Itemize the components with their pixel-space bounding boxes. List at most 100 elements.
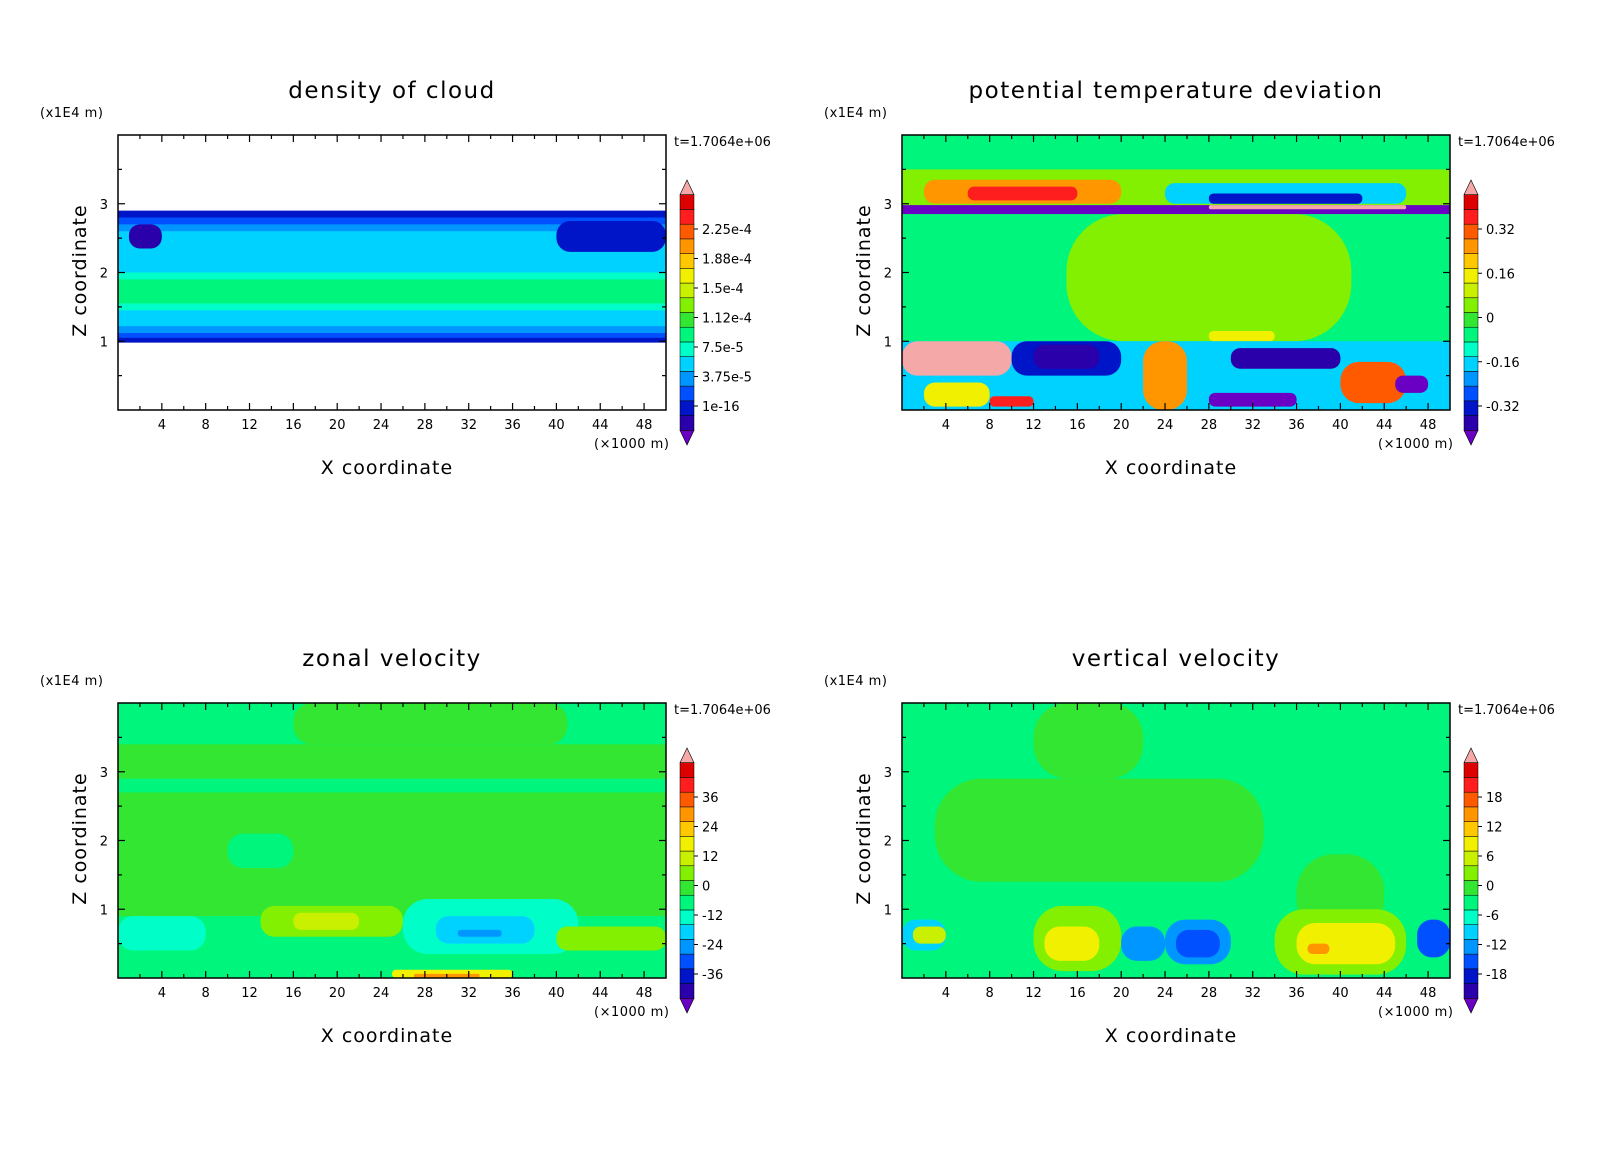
colorbar-swatch: [1463, 880, 1479, 896]
colorbar-label: -24: [702, 939, 723, 954]
colorbar-label: -12: [702, 909, 723, 924]
colorbar-label: 0.16: [1486, 267, 1515, 282]
contour-region: [1307, 943, 1330, 954]
x-tick-label: 48: [1420, 418, 1437, 433]
x-unit-label: (×1000 m): [594, 437, 669, 452]
colorbar-swatch: [1463, 821, 1479, 837]
x-unit-label: (×1000 m): [1378, 1005, 1453, 1020]
colorbar-swatch: [1463, 865, 1479, 881]
x-axis-label: X coordinate: [1105, 457, 1237, 479]
colorbar-swatch: [1463, 341, 1479, 357]
colorbar-label: 1.12e-4: [702, 312, 752, 327]
x-tick-label: 24: [1157, 418, 1174, 433]
contour-field: [118, 703, 666, 978]
x-tick-label: 24: [373, 418, 390, 433]
time-label: t=1.7064e+06: [674, 703, 771, 718]
colorbar-swatch: [679, 371, 695, 387]
x-tick-label: 44: [1376, 986, 1393, 1001]
contour-region: [989, 396, 1034, 407]
contour-region: [912, 926, 946, 944]
colorbar-swatch: [679, 268, 695, 284]
colorbar-swatch: [679, 223, 695, 240]
y-tick-label: 2: [100, 267, 108, 282]
colorbar-swatch: [1463, 791, 1479, 808]
contour-region: [1033, 344, 1100, 369]
colorbar-label: 0: [1486, 312, 1494, 327]
colorbar-swatch: [679, 312, 695, 328]
time-label: t=1.7064e+06: [674, 135, 771, 150]
colorbar-swatch: [1463, 968, 1479, 984]
contour-region: [1230, 348, 1341, 369]
x-axis-label: X coordinate: [1105, 1025, 1237, 1047]
time-label: t=1.7064e+06: [1458, 703, 1555, 718]
x-tick-label: 36: [504, 986, 521, 1001]
contour-region: [1176, 929, 1220, 958]
contour-region: [1417, 919, 1450, 958]
x-tick-label: 36: [1288, 986, 1305, 1001]
contour-region: [967, 186, 1078, 201]
x-tick-label: 12: [241, 986, 258, 1001]
colorbar-label: 0.32: [1486, 223, 1515, 238]
x-tick-label: 4: [158, 986, 166, 1001]
y-axis-label: Z coordinate: [853, 204, 875, 336]
time-label: t=1.7064e+06: [1458, 135, 1555, 150]
colorbar-swatch: [679, 326, 695, 343]
x-tick-label: 16: [285, 418, 302, 433]
y-tick-label: 3: [100, 198, 108, 213]
x-tick-label: 44: [592, 986, 609, 1001]
y-axis-label: Z coordinate: [853, 772, 875, 904]
colorbar-label: 1.5e-4: [702, 282, 744, 297]
x-tick-label: 8: [202, 986, 210, 1001]
colorbar-arrow-min: [679, 429, 695, 446]
colorbar-swatch: [1463, 268, 1479, 284]
colorbar-swatch: [679, 356, 695, 372]
y-tick-label: 1: [100, 335, 108, 350]
contour-region: [1066, 214, 1352, 342]
x-tick-label: 20: [1113, 418, 1130, 433]
colorbar-swatch: [679, 194, 695, 210]
x-tick-label: 36: [1288, 418, 1305, 433]
y-axis-label: Z coordinate: [69, 772, 91, 904]
contour-region: [1208, 193, 1363, 204]
y-axis-label: Z coordinate: [69, 204, 91, 336]
colorbar: 36 24 12 0 -12 -24 -36: [679, 747, 723, 1014]
y-tick-label: 3: [884, 766, 892, 781]
x-tick-label: 8: [202, 418, 210, 433]
contour-field: [902, 703, 1450, 978]
colorbar-swatch: [1463, 836, 1479, 852]
colorbar-swatch: [1463, 939, 1479, 955]
colorbar-swatch: [1463, 850, 1479, 867]
x-tick-label: 8: [986, 418, 994, 433]
x-tick-label: 4: [942, 418, 950, 433]
colorbar-swatch: [1463, 777, 1479, 793]
colorbar-swatch: [679, 777, 695, 793]
colorbar-label: 1e-16: [702, 400, 740, 415]
x-tick-label: 12: [1025, 418, 1042, 433]
contour-region: [118, 279, 666, 304]
colorbar-swatch: [679, 297, 695, 313]
contour-region: [1340, 361, 1407, 404]
contour-region: [118, 744, 666, 917]
contour-region: [1208, 330, 1275, 342]
colorbar-swatch: [679, 791, 695, 808]
colorbar-label: 36: [702, 791, 719, 806]
y-tick-label: 2: [884, 267, 892, 282]
x-tick-label: 32: [1244, 986, 1261, 1001]
contour-region: [902, 205, 1450, 215]
x-tick-label: 40: [548, 986, 565, 1001]
colorbar-arrow-min: [1463, 429, 1479, 446]
contour-region: [293, 912, 360, 930]
colorbar-swatch: [679, 341, 695, 357]
colorbar-swatch: [679, 762, 695, 778]
x-tick-label: 4: [942, 986, 950, 1001]
x-tick-label: 20: [329, 418, 346, 433]
colorbar-label: 12: [1486, 821, 1503, 836]
y-tick-label: 3: [884, 198, 892, 213]
colorbar: 18 12 6 0 -6 -12 -18: [1463, 747, 1507, 1014]
contour-region: [1033, 703, 1144, 779]
colorbar-swatch: [679, 821, 695, 837]
colorbar-swatch: [679, 953, 695, 970]
contour-region: [1208, 205, 1407, 210]
x-tick-label: 28: [417, 986, 434, 1001]
colorbar-swatch: [1463, 415, 1479, 431]
